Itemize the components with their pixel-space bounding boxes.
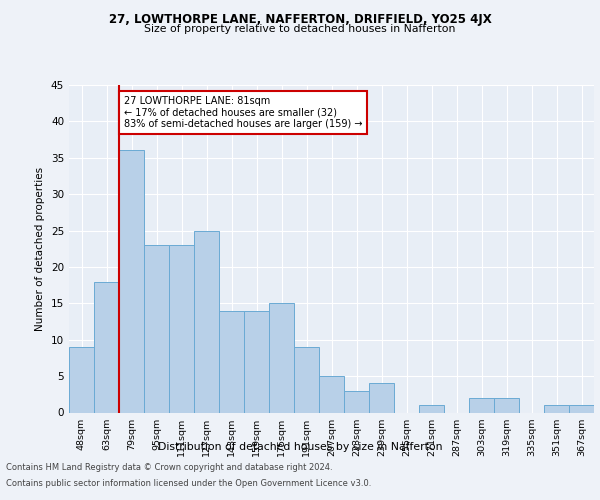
Bar	[569, 405, 594, 412]
Bar	[144, 245, 169, 412]
Bar	[419, 405, 444, 412]
Text: Distribution of detached houses by size in Nafferton: Distribution of detached houses by size …	[158, 442, 442, 452]
Text: Contains public sector information licensed under the Open Government Licence v3: Contains public sector information licen…	[6, 478, 371, 488]
Bar	[219, 310, 244, 412]
Text: Contains HM Land Registry data © Crown copyright and database right 2024.: Contains HM Land Registry data © Crown c…	[6, 464, 332, 472]
Bar	[469, 398, 494, 412]
Bar	[269, 304, 294, 412]
Text: Size of property relative to detached houses in Nafferton: Size of property relative to detached ho…	[145, 24, 455, 34]
Bar	[244, 310, 269, 412]
Bar	[119, 150, 144, 412]
Bar	[294, 347, 319, 412]
Bar	[169, 245, 194, 412]
Bar	[344, 390, 369, 412]
Text: 27 LOWTHORPE LANE: 81sqm
← 17% of detached houses are smaller (32)
83% of semi-d: 27 LOWTHORPE LANE: 81sqm ← 17% of detach…	[124, 96, 362, 129]
Bar	[69, 347, 94, 412]
Bar	[194, 230, 219, 412]
Bar	[494, 398, 519, 412]
Y-axis label: Number of detached properties: Number of detached properties	[35, 166, 46, 331]
Bar	[544, 405, 569, 412]
Bar	[369, 384, 394, 412]
Bar	[94, 282, 119, 412]
Bar	[319, 376, 344, 412]
Text: 27, LOWTHORPE LANE, NAFFERTON, DRIFFIELD, YO25 4JX: 27, LOWTHORPE LANE, NAFFERTON, DRIFFIELD…	[109, 12, 491, 26]
